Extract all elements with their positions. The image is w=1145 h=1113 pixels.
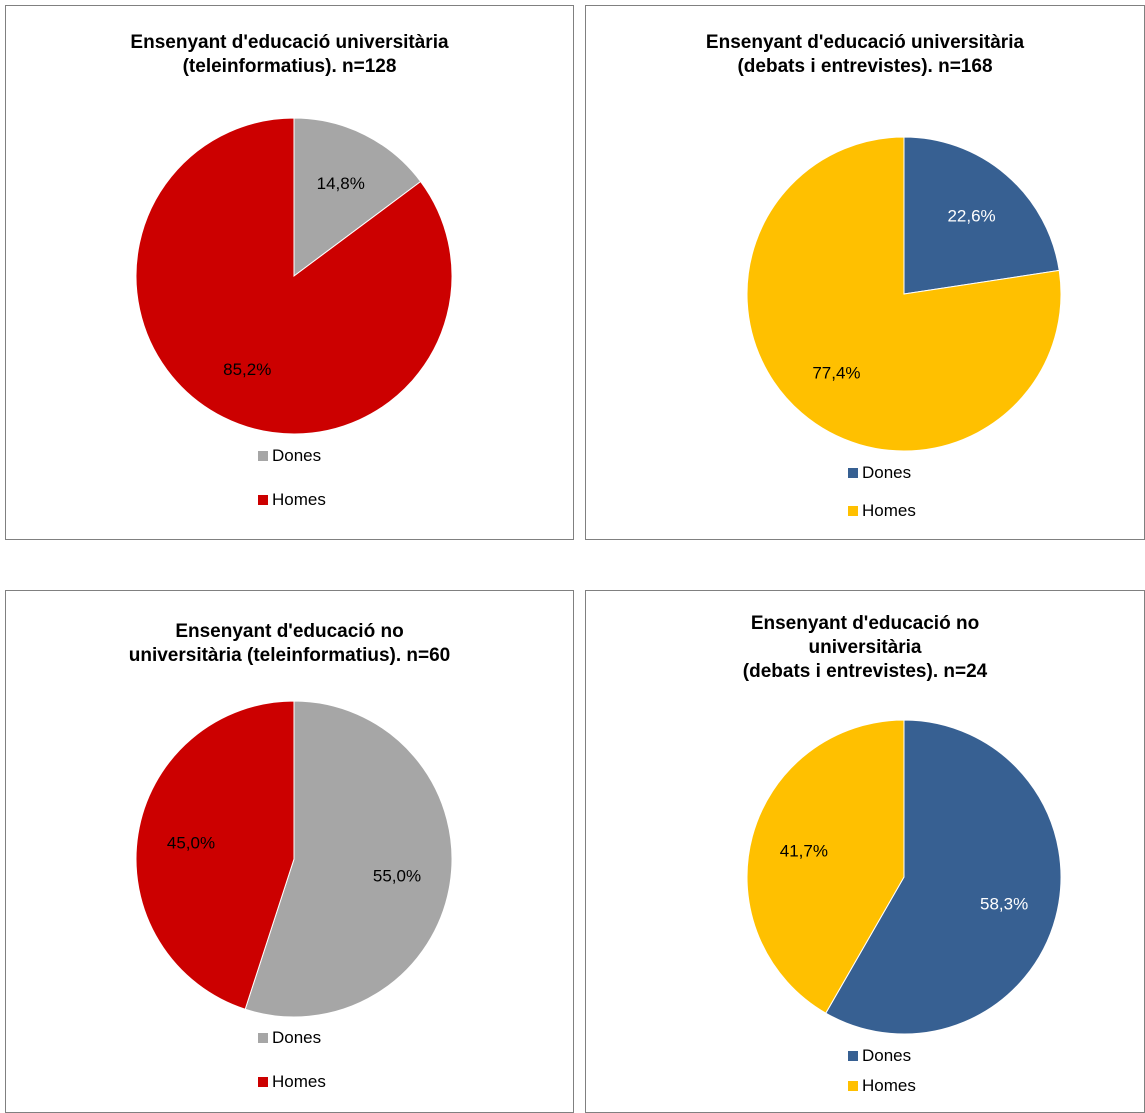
pie-slice-dones xyxy=(244,700,453,1018)
legend-swatch-homes xyxy=(258,495,268,505)
legend-label-homes: Homes xyxy=(862,1076,916,1095)
legend-swatch-dones xyxy=(258,451,268,461)
chart-title-line: Ensenyant d'educació universitària xyxy=(706,32,1025,53)
chart-title-line: universitària (teleinformatius). n=60 xyxy=(129,645,451,666)
chart-title-line: Ensenyant d'educació no xyxy=(751,613,979,634)
data-label-dones: 58,3% xyxy=(980,895,1028,914)
pie-slice-dones xyxy=(825,719,1062,1035)
pie-slice-dones xyxy=(293,117,422,277)
data-label-homes: 85,2% xyxy=(223,360,271,379)
legend-label-dones: Dones xyxy=(272,1028,321,1047)
data-label-homes: 77,4% xyxy=(812,364,860,383)
data-label-homes: 45,0% xyxy=(167,834,215,853)
legend-label-dones: Dones xyxy=(862,463,911,482)
chart-panel-1: Ensenyant d'educació universitària (telei… xyxy=(5,5,574,540)
legend-swatch-homes xyxy=(848,1081,858,1091)
chart-panel-2: Ensenyant d'educació universitària (debat… xyxy=(585,5,1145,540)
pie-slice-homes xyxy=(746,719,905,1014)
chart-title-line: universitària xyxy=(809,637,922,658)
legend-swatch-homes xyxy=(848,506,858,516)
pie-chart-svg: Ensenyant d'educació universitària (debat… xyxy=(706,32,1062,520)
data-label-dones: 55,0% xyxy=(373,866,421,885)
legend-label-dones: Dones xyxy=(862,1046,911,1065)
chart-panel-3: Ensenyant d'educació no universitària (te… xyxy=(5,590,574,1113)
chart-title-line: (debats i entrevistes). n=24 xyxy=(743,661,988,682)
pie-slice-homes xyxy=(135,117,453,435)
pie-slice-homes xyxy=(135,700,295,1010)
chart-title-line: Ensenyant d'educació no xyxy=(175,621,403,642)
data-label-dones: 14,8% xyxy=(317,174,365,193)
chart-title-line: Ensenyant d'educació universitària xyxy=(130,32,449,53)
legend-swatch-homes xyxy=(258,1077,268,1087)
chart-title-line: (teleinformatius). n=128 xyxy=(183,56,397,77)
data-label-homes: 41,7% xyxy=(780,841,828,860)
pie-chart-svg: Ensenyant d'educació no universitària (te… xyxy=(129,621,453,1091)
pie-slice-dones xyxy=(903,136,1060,295)
pie-slice-homes xyxy=(746,136,1062,452)
pie-chart-svg: Ensenyant d'educació universitària (telei… xyxy=(130,32,453,509)
pie-chart-svg: Ensenyant d'educació no universitària (deb… xyxy=(743,613,1062,1095)
legend-swatch-dones xyxy=(848,1051,858,1061)
legend-label-homes: Homes xyxy=(862,501,916,520)
legend-swatch-dones xyxy=(258,1033,268,1043)
legend-label-dones: Dones xyxy=(272,446,321,465)
chart-panel-4: Ensenyant d'educació no universitària (deb… xyxy=(585,590,1145,1113)
chart-title-line: (debats i entrevistes). n=168 xyxy=(737,56,992,77)
legend-label-homes: Homes xyxy=(272,490,326,509)
legend-swatch-dones xyxy=(848,468,858,478)
legend-label-homes: Homes xyxy=(272,1072,326,1091)
data-label-dones: 22,6% xyxy=(947,206,995,225)
